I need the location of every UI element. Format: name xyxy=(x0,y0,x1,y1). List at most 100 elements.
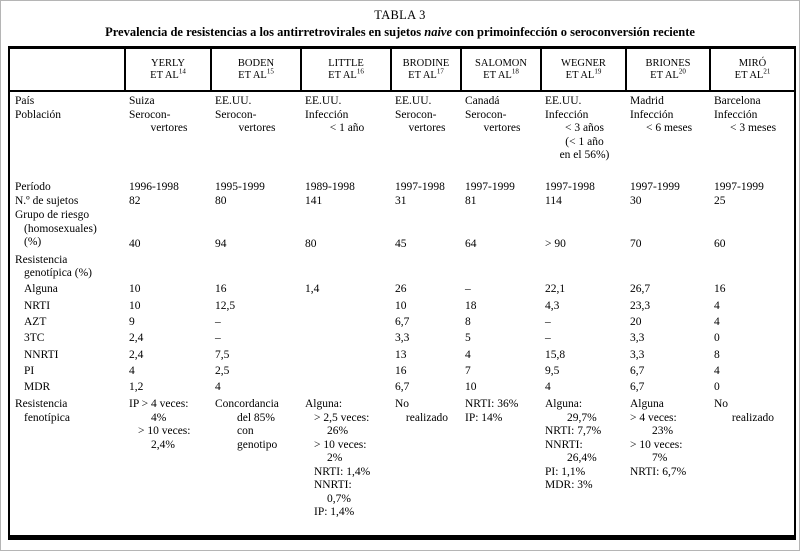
cell-line: < 3 años xyxy=(564,122,605,134)
cell-line: Resistencia xyxy=(15,253,68,266)
table-cell: 6,7 xyxy=(626,380,710,396)
table-cell: Canadá Serocon-vertores xyxy=(461,91,541,181)
cell-line: Alguna: xyxy=(305,398,343,411)
author-name: LITTLE xyxy=(328,57,364,69)
row-label: AZT xyxy=(9,315,125,331)
cell-line: 10 xyxy=(129,283,141,296)
cell-line: > 2,5 veces: xyxy=(314,411,370,424)
cell-line: 26,4% xyxy=(567,452,597,465)
table-cell: 7,5 xyxy=(211,348,301,364)
cell-line: NRTI: 7,7% xyxy=(545,425,602,438)
cell-line: > 10 veces: xyxy=(314,438,367,451)
table-cell: 114 xyxy=(541,195,626,209)
cell-line: Período xyxy=(15,180,51,193)
table-cell: 81 xyxy=(461,195,541,209)
cell-line: 1997-1998 xyxy=(545,180,595,193)
table-cell: Alguna: 29,7% NRTI: 7,7% NNRTI: 26,4% PI: 1,1… xyxy=(541,396,626,537)
table-cell: 31 xyxy=(391,195,461,209)
cell-line: EE.UU. xyxy=(395,95,432,107)
table-cell: Concordancia del 85% con genotipo xyxy=(211,396,301,537)
cell-line: MDR xyxy=(24,381,51,394)
cell-line: 2,4 xyxy=(129,332,144,345)
table-cell: 4 xyxy=(710,364,795,380)
cell-line: vertores xyxy=(408,122,446,134)
column-header-miro: MIRÓ ET AL21 xyxy=(709,46,796,92)
cell-line: 7% xyxy=(652,452,668,465)
cell-line: – xyxy=(215,332,221,345)
table-cell xyxy=(301,299,391,315)
cell-line: NRTI: 1,4% xyxy=(314,465,371,478)
cell-line: 1996-1998 xyxy=(129,180,179,193)
table-cell: No realizado xyxy=(391,396,461,537)
author-etal-ref: ET AL21 xyxy=(734,67,771,81)
cell-line: vertores xyxy=(150,122,188,134)
cell-line: EE.UU. xyxy=(305,95,342,107)
cell-line: 15,8 xyxy=(545,348,566,361)
cell-line: 45 xyxy=(395,238,407,251)
cell-line: 6,7 xyxy=(630,364,645,377)
table-cell: 141 xyxy=(301,195,391,209)
table-cell xyxy=(301,380,391,396)
table-cell: 10 xyxy=(125,299,211,315)
column-header-salomon: SALOMON ET AL18 xyxy=(460,46,542,92)
cell-line: Madrid xyxy=(630,95,664,107)
cell-line: 7 xyxy=(465,364,471,377)
cell-line: 1997-1999 xyxy=(714,180,764,193)
cell-line: 1997-1999 xyxy=(630,180,680,193)
cell-line: No xyxy=(714,398,729,411)
cell-line: realizado xyxy=(405,411,449,424)
table-row-pi: PI 4 2,5 16 7 9,5 6,7 4 xyxy=(9,364,795,380)
cell-line: N.º de sujetos xyxy=(15,195,79,208)
table-row-geno-header: Resistencia genotípica (%) xyxy=(9,252,795,283)
table-cell: 4 xyxy=(125,364,211,380)
table-cell: 6,7 xyxy=(391,315,461,331)
table-cell: 8 xyxy=(710,348,795,364)
cell-line: IP: 14% xyxy=(465,411,503,424)
cell-line: No xyxy=(395,398,410,411)
table-cell: 2,4 xyxy=(125,331,211,347)
table-cell: 30 xyxy=(626,195,710,209)
cell-line: 12,5 xyxy=(215,299,236,312)
cell-line: 7,5 xyxy=(215,348,230,361)
cell-line: (< 1 año xyxy=(565,135,604,148)
cell-line: Resistencia xyxy=(15,398,68,411)
cell-line: 16 xyxy=(215,283,227,296)
table-cell: 23,3 xyxy=(626,299,710,315)
cell-line: 114 xyxy=(545,195,562,208)
cell-line: – xyxy=(545,315,551,328)
table-cell: 9,5 xyxy=(541,364,626,380)
cell-line: 0,7% xyxy=(327,492,351,505)
cell-line: 4 xyxy=(129,364,135,377)
table-cell: 4 xyxy=(710,299,795,315)
table-cell: 3,3 xyxy=(626,348,710,364)
table-cell: 1996-1998 xyxy=(125,181,211,195)
cell-line: Serocon- xyxy=(129,108,171,121)
author-name: BRODINE xyxy=(402,57,450,69)
cell-line: 3TC xyxy=(24,332,45,345)
cell-line: vertores xyxy=(238,122,276,134)
cell-line: 6,7 xyxy=(395,381,410,394)
cell-line: NNRTI xyxy=(24,348,59,361)
table-cell: 20 xyxy=(626,315,710,331)
cell-line: 1,4 xyxy=(305,283,320,296)
table-cell: 10 xyxy=(125,282,211,298)
resistance-table: YERLY ET AL14 BODEN ET AL15 LITTLE ET AL16 BRO… xyxy=(8,46,796,540)
cell-line: 3,3 xyxy=(630,348,645,361)
cell-line: Serocon- xyxy=(465,108,507,121)
reference-superscript: 20 xyxy=(678,67,686,75)
cell-line: 30 xyxy=(630,195,642,208)
cell-line: > 90 xyxy=(545,238,566,251)
table-cell: 1,2 xyxy=(125,380,211,396)
table-row-fenotipica: Resistencia fenotípica IP > 4 veces: 4% > 10… xyxy=(9,396,795,537)
cell-line: 70 xyxy=(630,238,642,251)
cell-line: 18 xyxy=(465,299,477,312)
cell-line: 64 xyxy=(465,238,477,251)
cell-line: Canadá xyxy=(465,95,500,107)
row-label: Período xyxy=(9,181,125,195)
author-name: SALOMON xyxy=(475,57,527,69)
cell-line: 3,3 xyxy=(395,332,410,345)
cell-line: < 3 meses xyxy=(729,122,777,134)
row-label: MDR xyxy=(9,380,125,396)
cell-line: Barcelona xyxy=(714,95,761,107)
